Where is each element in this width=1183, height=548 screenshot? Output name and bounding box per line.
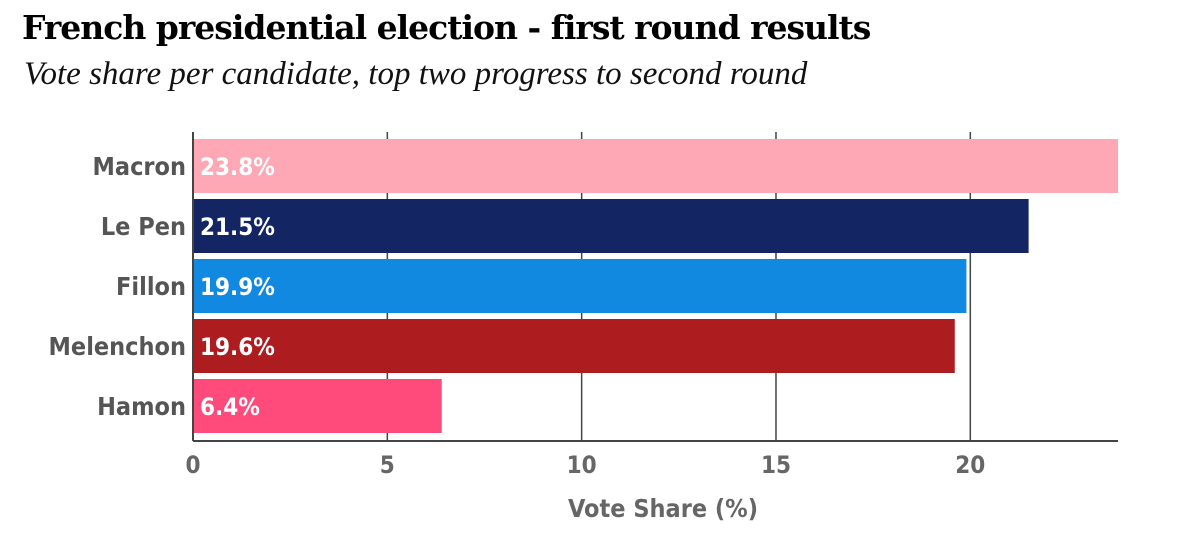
- bar-melenchon: [193, 319, 955, 373]
- y-tick-label: Macron: [93, 152, 186, 181]
- x-axis-label: Vote Share (%): [568, 494, 758, 523]
- bar-value-label: 19.6%: [200, 333, 275, 361]
- chart-subtitle: Vote share per candidate, top two progre…: [24, 56, 808, 92]
- y-tick-label: Melenchon: [49, 332, 186, 361]
- x-tick-label: 5: [380, 451, 395, 479]
- bars: 23.8% 21.5% 19.9% 19.6% 6.4%: [193, 139, 1118, 433]
- y-tick-label: Le Pen: [101, 212, 186, 241]
- y-tick-label: Hamon: [97, 392, 186, 421]
- x-tick-label: 0: [185, 451, 200, 479]
- bar-macron: [193, 139, 1118, 193]
- bar-hamon: [193, 379, 442, 433]
- bar-le-pen: [193, 199, 1029, 253]
- y-tick-label: Fillon: [116, 272, 186, 301]
- bar-value-label: 19.9%: [200, 273, 275, 301]
- axes: 0 5 10 15 20 Macron Le Pen Fillon Melenchon Hamon: [49, 132, 1118, 479]
- bar-fillon: [193, 259, 967, 313]
- x-tick-label: 10: [567, 451, 597, 479]
- bar-value-label: 23.8%: [200, 153, 275, 181]
- x-tick-label: 20: [955, 451, 985, 479]
- bar-value-label: 21.5%: [200, 213, 275, 241]
- chart-title: French presidential election - first rou…: [22, 8, 871, 47]
- bar-value-label: 6.4%: [200, 393, 260, 421]
- x-tick-label: 15: [761, 451, 791, 479]
